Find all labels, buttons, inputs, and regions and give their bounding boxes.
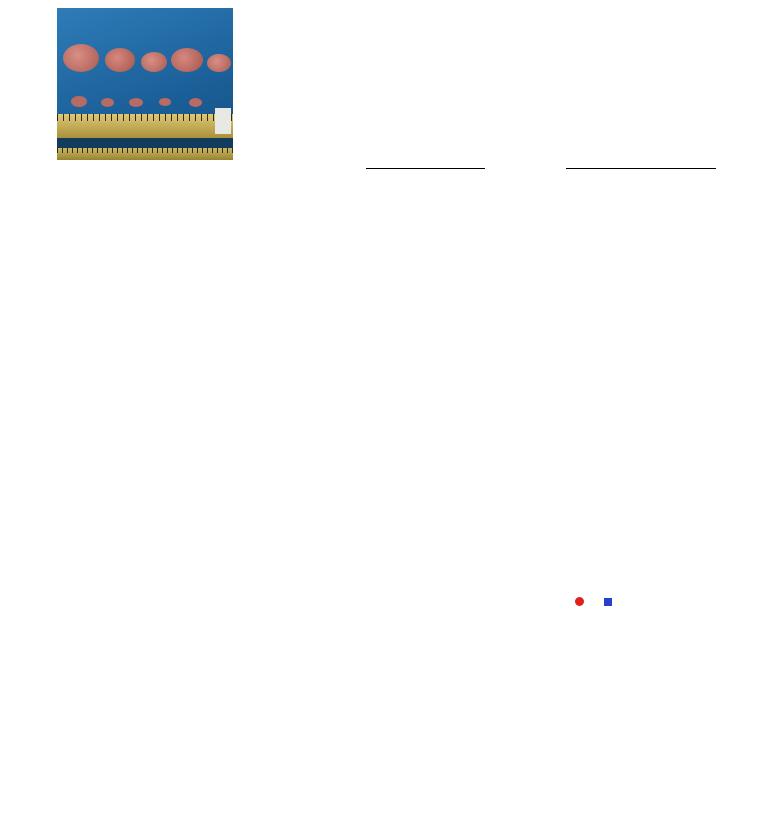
chart-tumor-growth <box>452 8 622 158</box>
blot-header-right <box>566 167 716 169</box>
photo-shadow <box>57 138 233 148</box>
label-tag <box>215 108 231 134</box>
tumor-specimen <box>159 98 171 106</box>
tumor-specimen <box>207 54 231 72</box>
ruler-ticks <box>57 114 233 121</box>
flow-scatter-canvas <box>332 696 462 808</box>
flow-plot-oenc-cd86 <box>332 560 462 672</box>
flow-plot-oenc-cd206 <box>183 560 313 672</box>
flow-scatter-canvas <box>34 696 164 808</box>
tumor-specimen <box>189 98 202 107</box>
tumor-specimen <box>129 98 143 107</box>
ruler-2-ticks <box>57 148 233 153</box>
flow-plot-oe9092-cd163 <box>34 696 164 808</box>
flow-scatter-canvas <box>332 560 462 672</box>
blue-square-marker <box>604 597 612 606</box>
flow-scatter-canvas <box>183 560 313 672</box>
tumor-specimen <box>63 44 99 72</box>
red-circle-marker <box>575 597 584 606</box>
tumor-specimen <box>141 52 167 72</box>
legend-item-oe9092 <box>604 597 616 606</box>
legend <box>575 597 616 606</box>
chart-nlk-expression <box>176 172 276 322</box>
flow-scatter-canvas <box>34 560 164 672</box>
chart-circ009092-expression <box>662 8 776 158</box>
flow-plot-oe9092-cd206 <box>183 696 313 808</box>
tumor-specimen <box>105 48 135 72</box>
chart-mir665-expression <box>34 172 142 322</box>
tumor-photo <box>57 8 233 160</box>
flow-plot-oe9092-cd86 <box>332 696 462 808</box>
flow-plot-oenc-cd163 <box>34 560 164 672</box>
tumor-specimen <box>71 96 87 107</box>
tumor-specimen <box>171 48 203 72</box>
blot-header-left <box>366 167 485 169</box>
chart-tumor-weight <box>258 8 390 158</box>
legend-item-oenc <box>575 597 588 606</box>
tumor-specimen <box>101 98 114 107</box>
flow-scatter-canvas <box>183 696 313 808</box>
chart-positive-cells <box>508 612 776 808</box>
